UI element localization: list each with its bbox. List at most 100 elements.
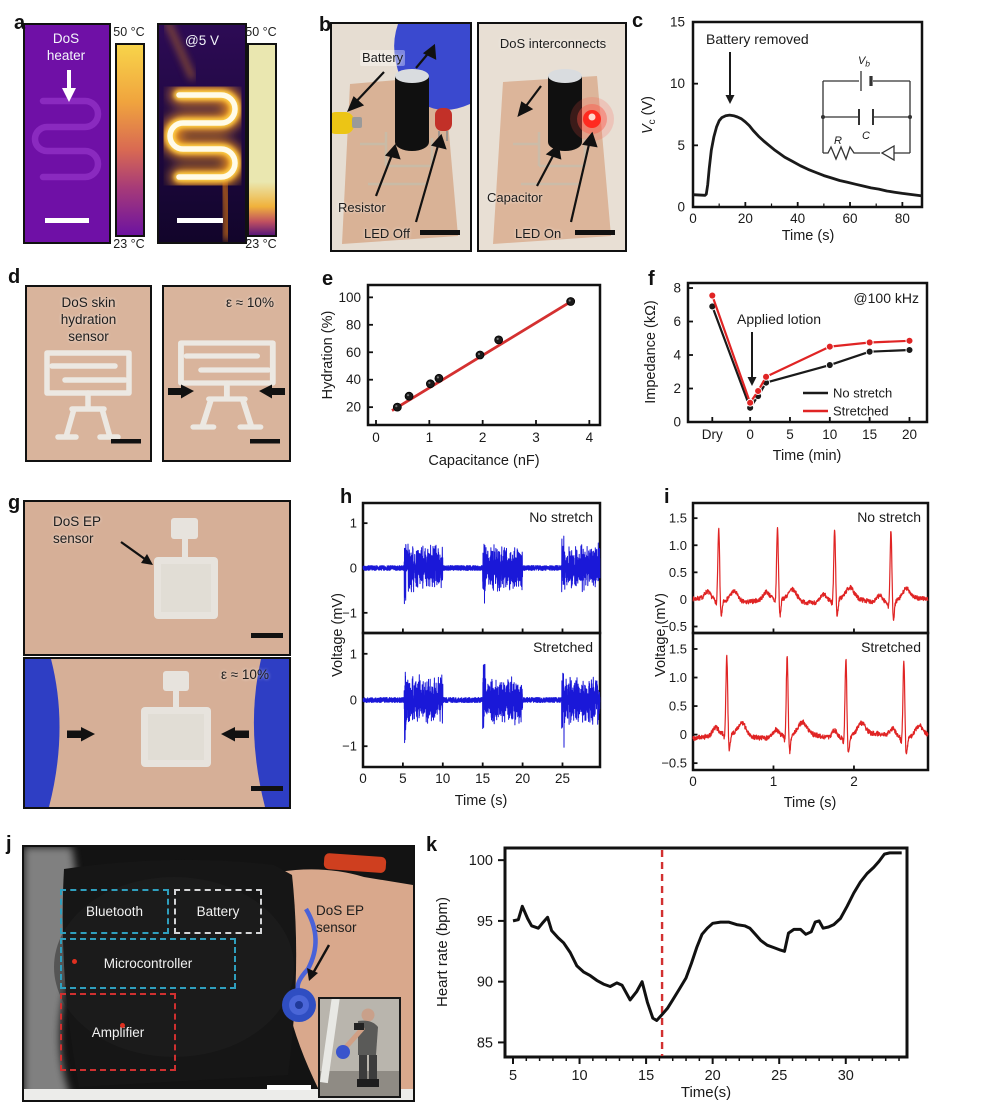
panel-b: b Battery Resistor LED Off xyxy=(315,8,635,255)
colorbar-max-label: 50 °C xyxy=(245,25,277,39)
hydration-sensor-art xyxy=(44,350,141,444)
strain-annotation: ε ≈ 10% xyxy=(226,295,274,310)
led-indicator xyxy=(72,959,77,964)
svg-text:100: 100 xyxy=(469,853,493,869)
svg-text:0: 0 xyxy=(673,415,681,430)
circuit-photo-art xyxy=(493,69,615,244)
svg-text:95: 95 xyxy=(477,914,493,930)
colorbar-min-label: 23 °C xyxy=(245,237,277,251)
chart-hydration-calibration: 0 1 2 3 4 20 40 60 80 100 Capacitance (nF) Hydratio… xyxy=(320,283,602,469)
wearable-device-art xyxy=(24,847,413,1100)
panel-label-h: h xyxy=(340,486,353,508)
battery-box: Battery xyxy=(174,889,262,934)
svg-text:Vc (V): Vc (V) xyxy=(640,96,658,134)
svg-text:C: C xyxy=(862,130,870,142)
battery-label: Battery xyxy=(360,50,406,67)
battery-box-label: Battery xyxy=(196,904,240,919)
circuit-photo-led-off: Battery Resistor LED Off xyxy=(330,22,472,252)
scale-bar xyxy=(251,786,283,791)
svg-text:0: 0 xyxy=(350,561,357,576)
panel-d: d DoS skin hydration sensor ε ≈ 10% xyxy=(5,262,315,485)
panel-label-b: b xyxy=(319,14,332,36)
svg-text:20: 20 xyxy=(705,1068,721,1084)
scale-bar xyxy=(45,218,89,223)
stretch-arrow-right-icon xyxy=(221,727,249,742)
thermal-heater-pattern xyxy=(31,70,102,223)
panel-f: f Dry 0 5 10 15 20 0 2 4 6 8 @100 kHz Applied lotion… xyxy=(640,262,985,485)
svg-text:60: 60 xyxy=(346,345,361,360)
svg-text:80: 80 xyxy=(346,317,361,332)
resistor-label: Resistor xyxy=(338,200,386,215)
panel-label-a: a xyxy=(14,12,26,34)
svg-text:2: 2 xyxy=(479,430,487,445)
hydration-sensor-stretched-photo: ε ≈ 10% xyxy=(162,285,291,462)
svg-text:1.5: 1.5 xyxy=(669,641,687,656)
svg-text:Hydration (%): Hydration (%) xyxy=(320,311,336,400)
hydration-sensor-art xyxy=(168,340,285,444)
hydration-sensor-photo: DoS skin hydration sensor xyxy=(25,285,152,462)
svg-text:20: 20 xyxy=(902,427,917,442)
svg-text:25: 25 xyxy=(771,1068,787,1084)
colorbar-min-label: 23 °C xyxy=(113,237,145,251)
svg-text:20: 20 xyxy=(738,211,753,226)
svg-text:25: 25 xyxy=(555,771,570,786)
drawn-electrode-tab xyxy=(163,671,189,691)
circuit-photo-led-on: DoS interconnects Capacitor LED On xyxy=(477,22,627,252)
svg-text:1: 1 xyxy=(426,430,434,445)
panel-i: i −0.5 0 0.5 1.0 1.5 No stretch −0.5 0 0.5 1.0 1.5… xyxy=(655,485,985,830)
svg-text:90: 90 xyxy=(477,975,493,991)
svg-text:Time (s): Time (s) xyxy=(782,228,835,244)
svg-text:1.5: 1.5 xyxy=(669,511,687,526)
strain-annotation: ε ≈ 10% xyxy=(221,667,269,682)
svg-text:6: 6 xyxy=(673,314,681,329)
panel-label-k: k xyxy=(426,834,438,856)
amplifier-box-label: Amplifier xyxy=(91,1024,145,1040)
colorbar-off xyxy=(115,43,145,237)
table-surface xyxy=(24,1089,413,1100)
svg-text:15: 15 xyxy=(670,15,685,30)
svg-text:20: 20 xyxy=(346,400,361,415)
microcontroller-box: Microcontroller xyxy=(60,938,236,989)
svg-text:Time (min): Time (min) xyxy=(773,448,842,464)
svg-text:Vb: Vb xyxy=(858,55,870,69)
svg-text:100: 100 xyxy=(338,290,361,305)
svg-text:1: 1 xyxy=(770,774,778,789)
svg-text:Voltage (mV): Voltage (mV) xyxy=(655,593,669,677)
ep-sensor-art xyxy=(120,518,283,638)
scale-bar xyxy=(267,1085,311,1090)
svg-text:0: 0 xyxy=(680,727,687,742)
heater-label: DoS heater xyxy=(46,31,86,63)
svg-text:Time (s): Time (s) xyxy=(455,793,508,809)
chart-heart-rate: 5 10 15 20 25 30 85 90 95 100 Time(s) Heart rate (b… xyxy=(434,846,909,1101)
scale-bar xyxy=(251,633,283,638)
capacitor-object xyxy=(548,76,582,151)
svg-text:15: 15 xyxy=(638,1068,654,1084)
svg-text:5: 5 xyxy=(399,771,407,786)
drawn-sensor-shape xyxy=(44,350,132,440)
led-object xyxy=(435,108,452,131)
capacitor-label: Capacitor xyxy=(487,190,543,205)
svg-text:15: 15 xyxy=(475,771,490,786)
chart-impedance-lotion: Dry 0 5 10 15 20 0 2 4 6 8 @100 kHz Applied lotion No… xyxy=(643,281,929,464)
ep-sensor-art xyxy=(25,659,289,807)
red-object xyxy=(323,853,387,873)
person-head xyxy=(361,1008,375,1022)
ep-sensor-label: DoS EP sensor xyxy=(53,514,101,546)
colorbar-on xyxy=(247,43,277,237)
wearable-device-photo: Bluetooth Battery Microcontroller Amplif… xyxy=(22,845,415,1102)
scale-bar xyxy=(420,230,460,235)
svg-text:0: 0 xyxy=(372,430,380,445)
exercise-inset-art xyxy=(320,999,399,1096)
svg-text:R: R xyxy=(834,135,842,147)
svg-text:85: 85 xyxy=(477,1035,493,1051)
scale-bar xyxy=(177,218,223,223)
svg-text:Voltage (mV): Voltage (mV) xyxy=(330,593,346,677)
svg-text:No stretch: No stretch xyxy=(857,509,921,525)
svg-text:0: 0 xyxy=(689,774,697,789)
colorbar-max-label: 50 °C xyxy=(113,25,145,39)
exercise-inset-photo xyxy=(318,997,401,1098)
svg-text:10: 10 xyxy=(571,1068,587,1084)
svg-text:2: 2 xyxy=(673,381,681,396)
stretch-arrow-left-icon xyxy=(168,384,194,399)
svg-text:60: 60 xyxy=(843,211,858,226)
